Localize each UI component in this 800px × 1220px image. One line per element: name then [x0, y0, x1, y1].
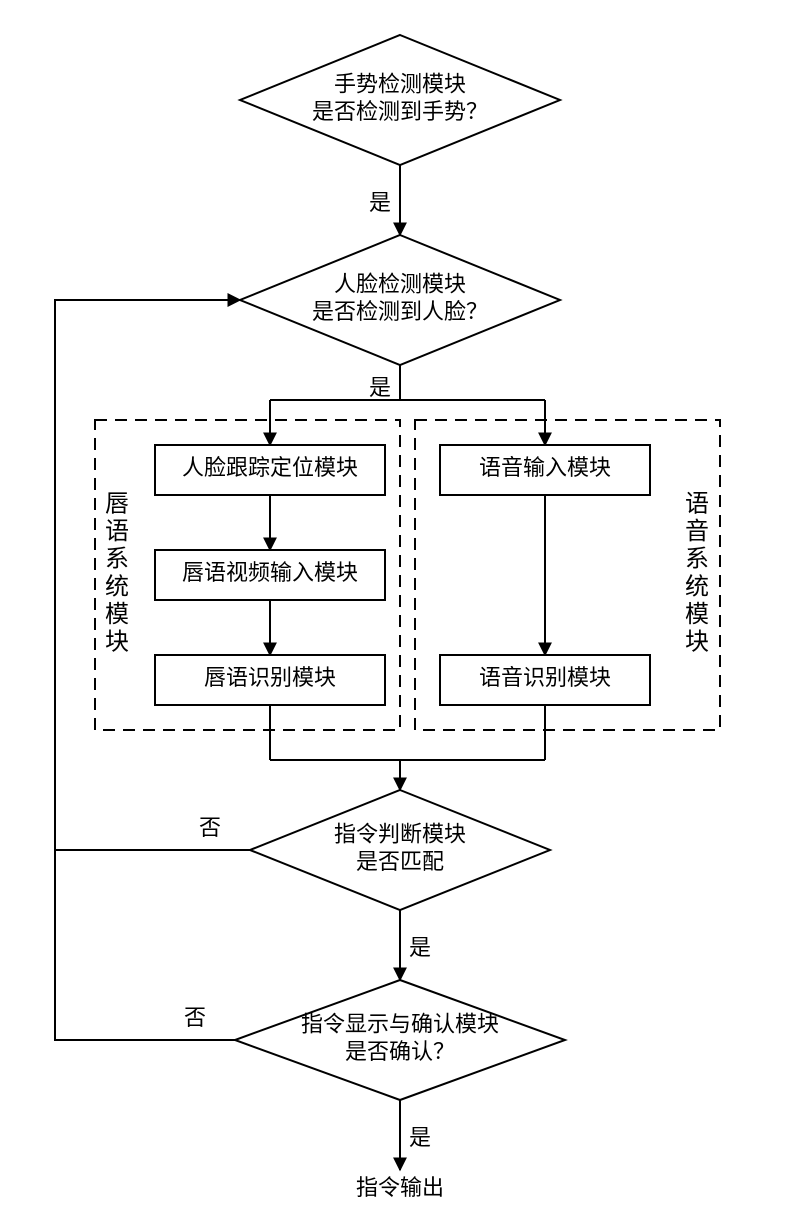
process-label: 人脸跟踪定位模块 — [182, 455, 358, 480]
group-label: 块 — [105, 629, 129, 656]
decision-label: 人脸检测模块 — [334, 271, 466, 296]
group-label: 块 — [685, 629, 709, 656]
edge-label: 是 — [369, 190, 391, 215]
edge-label: 是 — [409, 935, 431, 960]
group-label: 统 — [105, 573, 129, 600]
decision-label: 是否匹配 — [356, 849, 444, 874]
group-label: 语 — [685, 492, 709, 518]
group-label: 统 — [685, 573, 709, 600]
process-label: 语音识别模块 — [479, 665, 611, 690]
edge-label: 否 — [184, 1005, 206, 1030]
group-label: 系 — [105, 546, 129, 573]
group-label: 语 — [105, 519, 129, 545]
decision-label: 是否确认？ — [345, 1039, 455, 1064]
process-label: 唇语视频输入模块 — [182, 560, 358, 585]
terminal-label: 指令输出 — [356, 1175, 444, 1200]
decision-label: 是否检测到手势？ — [312, 99, 488, 124]
group-label: 系 — [685, 546, 709, 573]
group-label: 音 — [685, 518, 709, 545]
decision-label: 手势检测模块 — [334, 71, 466, 96]
decision-label: 指令判断模块 — [334, 821, 466, 846]
edge-label: 是 — [369, 375, 391, 400]
group-label: 模 — [685, 601, 709, 628]
group-label: 唇 — [105, 492, 129, 518]
edge-label: 是 — [409, 1125, 431, 1150]
decision-label: 是否检测到人脸？ — [312, 299, 488, 324]
process-label: 唇语识别模块 — [204, 665, 336, 690]
decision-label: 指令显示与确认模块 — [301, 1011, 499, 1036]
edge-label: 否 — [199, 815, 221, 840]
group-label: 模 — [105, 601, 129, 628]
process-label: 语音输入模块 — [479, 455, 611, 480]
